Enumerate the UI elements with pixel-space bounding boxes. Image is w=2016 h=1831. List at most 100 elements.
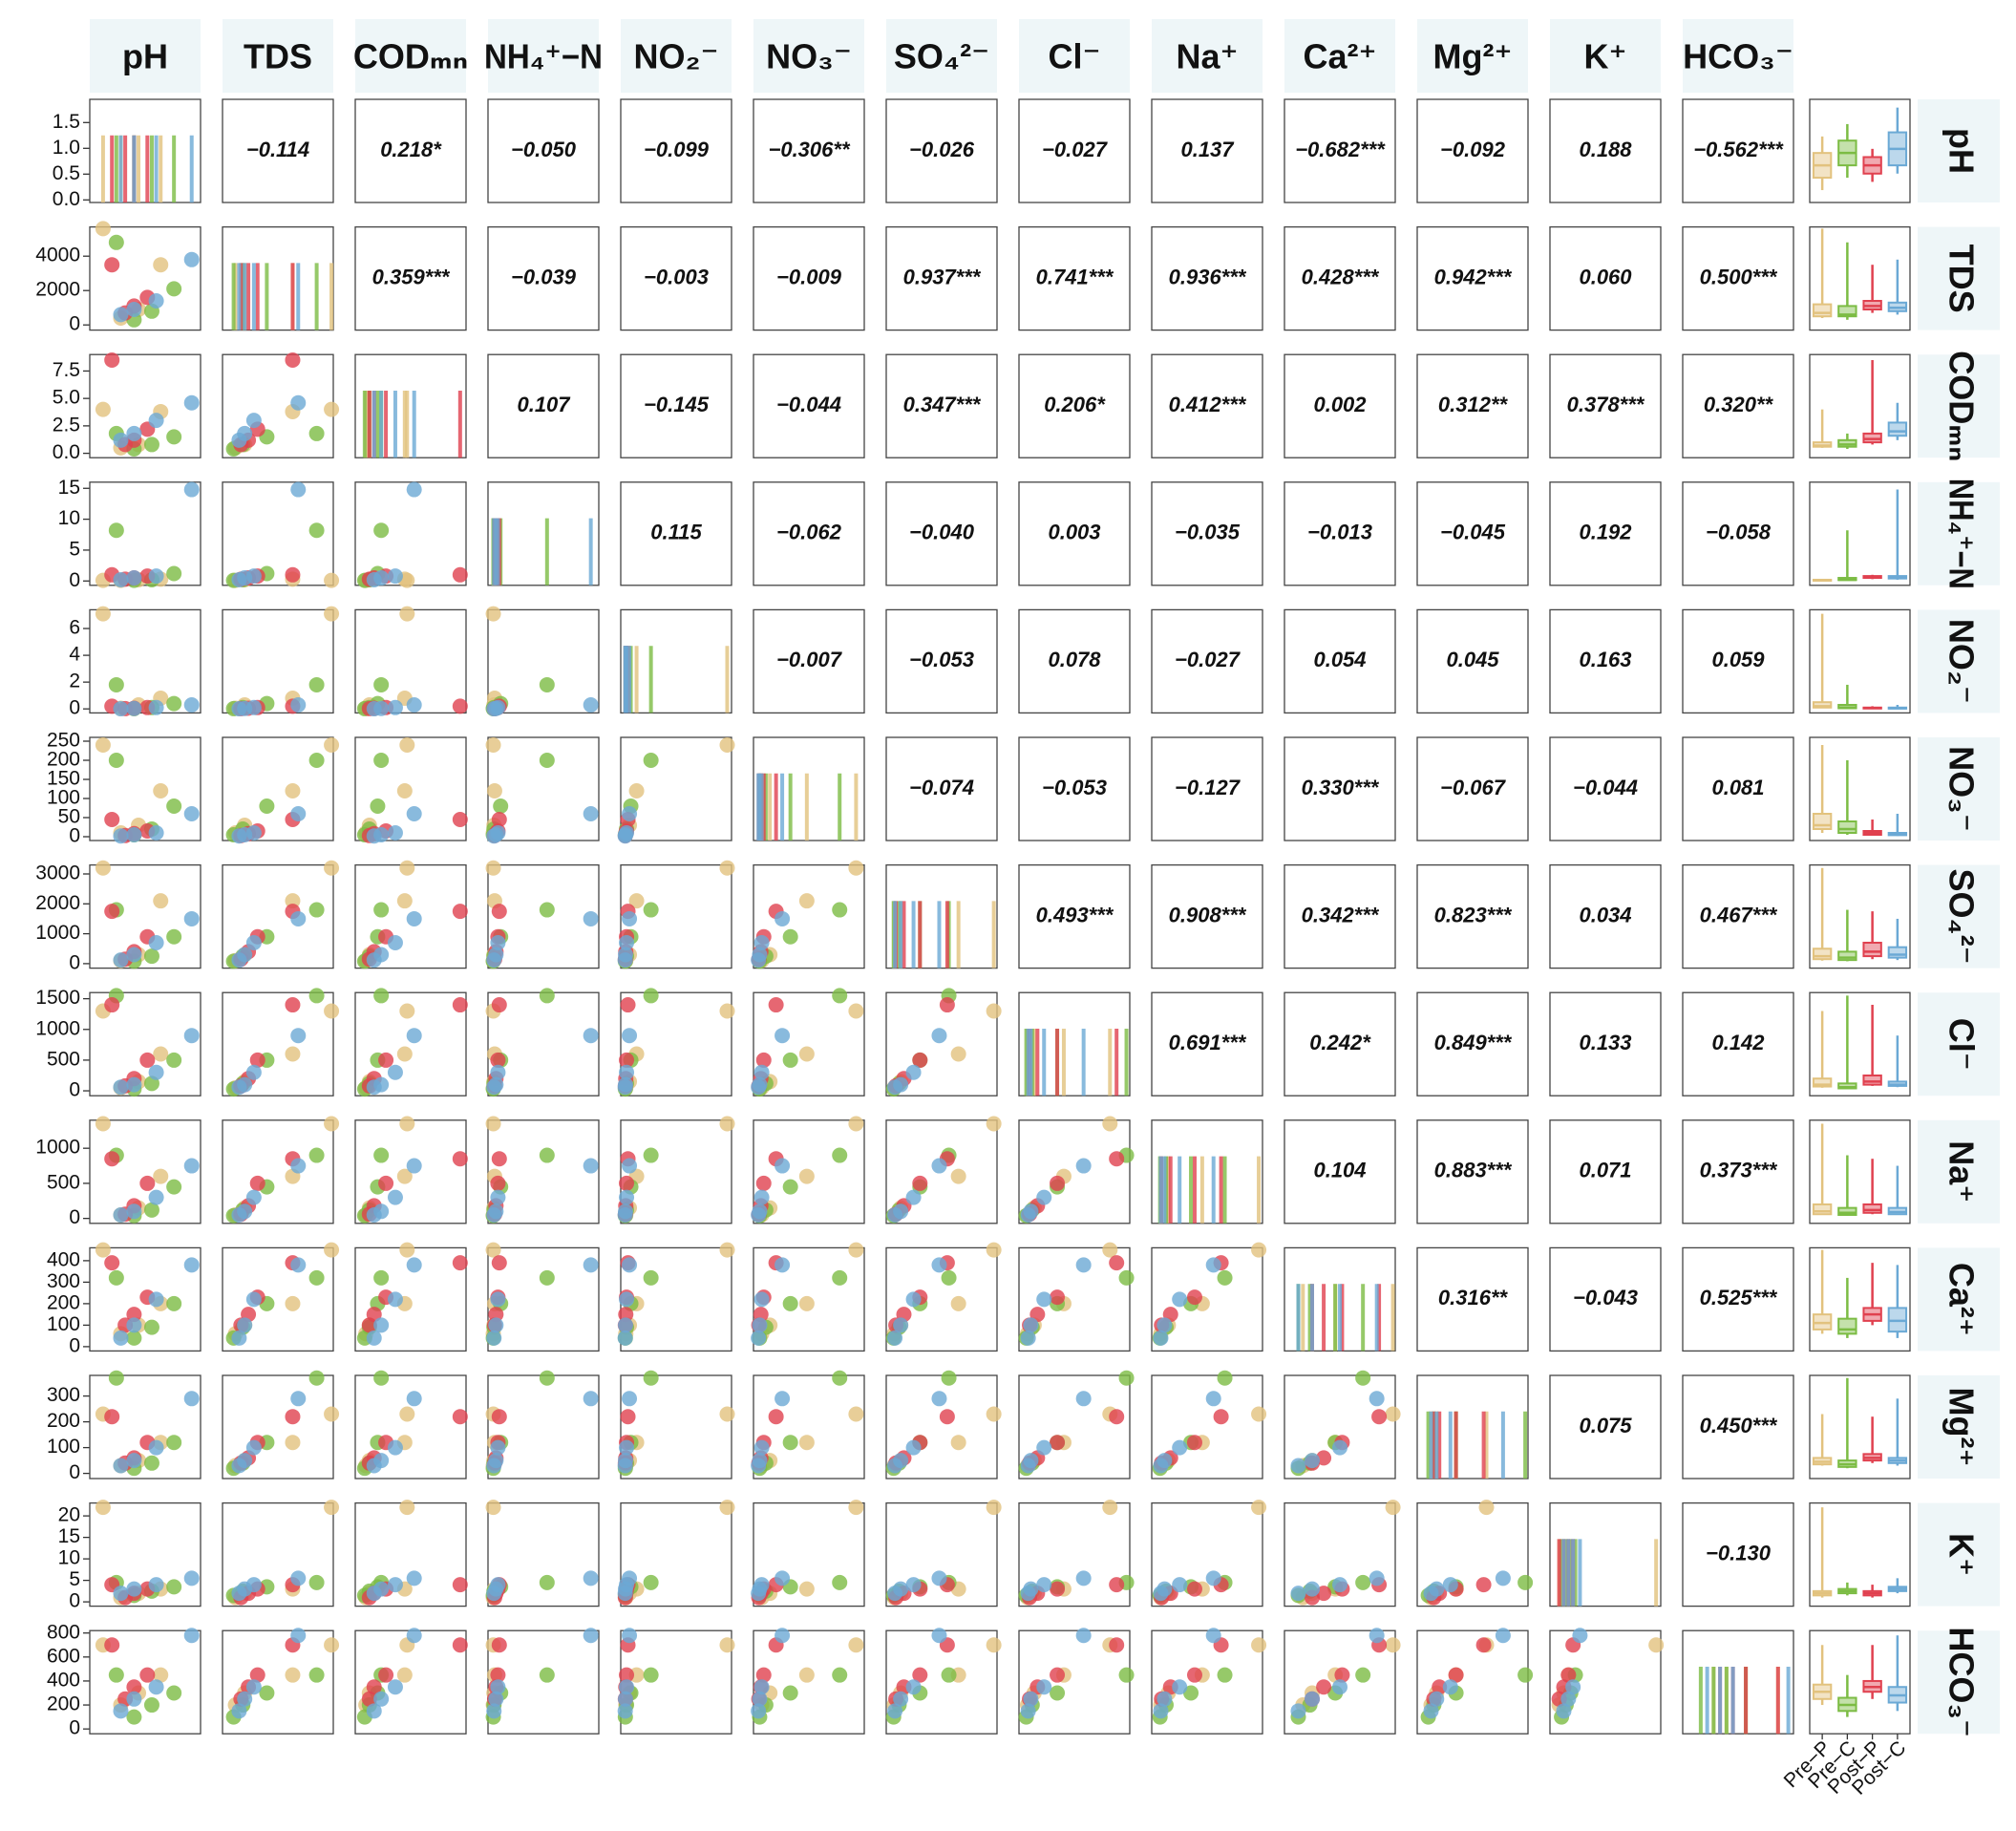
scatter-point: [832, 1667, 848, 1683]
scatter-point: [485, 606, 501, 622]
box: [1837, 1206, 1857, 1216]
scatter-point: [490, 699, 506, 715]
scatter-point: [491, 1255, 507, 1271]
scatter-point: [893, 1581, 909, 1597]
scatter-point: [113, 1458, 129, 1474]
correlation-label: −0.007: [776, 648, 843, 671]
scatter-point: [373, 1147, 390, 1163]
scatter-point: [113, 307, 129, 323]
correlation-label: 0.218*: [380, 138, 442, 161]
scatter-point: [387, 1577, 403, 1593]
scatter-point: [1448, 1667, 1464, 1683]
scatter-point: [1217, 1370, 1233, 1386]
panel-frame: [1549, 863, 1662, 969]
panel-frame: [1151, 353, 1263, 458]
scatter-point: [798, 1581, 815, 1597]
scatter-point: [1332, 1679, 1348, 1695]
scatter-point: [126, 570, 142, 586]
scatter-point: [104, 1151, 120, 1167]
box-panel-frame: [1809, 353, 1911, 458]
scatter-point: [452, 1409, 468, 1425]
scatter-point: [539, 1269, 555, 1286]
y-tick-label: 20: [58, 1504, 80, 1526]
scatter-point: [153, 257, 169, 273]
scatter-point: [583, 910, 599, 926]
scatter-point: [1305, 1581, 1320, 1597]
y-tick-label: 2.5: [53, 414, 80, 436]
scatter-point: [387, 1679, 403, 1695]
correlation-label: −0.306**: [768, 138, 850, 161]
correlation-label: 0.347***: [903, 393, 982, 416]
scatter-point: [617, 1691, 633, 1707]
row-label-bg: [1918, 1119, 2000, 1224]
scatter-point: [373, 1453, 390, 1469]
scatter-point: [490, 1189, 506, 1205]
panel-frame: [620, 991, 732, 1096]
scatter-point: [183, 1257, 200, 1273]
scatter-point: [1205, 1391, 1221, 1407]
row-label-bg: [1918, 864, 2000, 969]
row-label: HCO₃⁻: [1942, 1627, 1981, 1737]
scatter-point: [308, 1667, 325, 1683]
correlation-label: 0.312**: [1438, 393, 1509, 416]
column-header: TDS: [244, 37, 312, 76]
scatter-point: [104, 1409, 120, 1425]
column-header-bg: [90, 19, 201, 93]
scatter-point: [166, 429, 182, 445]
scatter-point: [848, 1116, 864, 1132]
correlation-label: 0.142: [1711, 1031, 1765, 1054]
y-tick-label: 2: [69, 671, 80, 692]
scatter-point: [539, 988, 555, 1004]
scatter-point: [931, 1158, 947, 1174]
panel-frame: [1549, 1119, 1662, 1224]
scatter-point: [893, 1453, 909, 1469]
scatter-point: [931, 1028, 947, 1044]
y-tick-label: 0.0: [53, 441, 80, 463]
correlation-label: 0.242*: [1309, 1031, 1371, 1054]
scatter-point: [622, 1391, 638, 1407]
column-header-bg: [1683, 19, 1793, 93]
scatter-point: [126, 1076, 142, 1093]
scatter-point: [373, 1076, 390, 1093]
scatter-point: [490, 1679, 506, 1695]
panel-frame: [1682, 1119, 1794, 1224]
panel-frame: [620, 225, 732, 331]
scatter-point: [148, 293, 164, 309]
scatter-point: [619, 1175, 635, 1191]
scatter-point: [290, 806, 307, 821]
scatter-point: [798, 1168, 815, 1184]
scatter-point: [753, 934, 770, 950]
scatter-point: [290, 1628, 307, 1644]
panel-frame: [487, 1374, 600, 1480]
correlation-label: 0.075: [1579, 1414, 1632, 1437]
scatter-point: [941, 1370, 957, 1386]
row-label: CODₘₙ: [1942, 351, 1981, 461]
scatter-point: [231, 1703, 247, 1719]
scatter-point: [1290, 1586, 1306, 1602]
scatter-point: [373, 1317, 390, 1333]
scatter-point: [148, 1679, 164, 1695]
panel-frame: [1151, 863, 1263, 969]
y-tick-label: 0: [69, 569, 80, 591]
panel-frame: [885, 98, 998, 203]
scatter-point: [308, 1370, 325, 1386]
correlation-label: 0.467***: [1700, 903, 1778, 926]
scatter-point: [832, 1269, 848, 1286]
scatter-point: [324, 1242, 340, 1258]
scatter-point: [245, 1291, 262, 1308]
scatter-point: [1186, 1667, 1202, 1683]
scatter-point: [285, 1435, 301, 1451]
scatter-point: [148, 825, 164, 841]
scatter-point: [1572, 1628, 1588, 1644]
scatter-point: [290, 1257, 307, 1273]
scatter-point: [148, 1064, 164, 1080]
scatter-point: [1118, 1370, 1135, 1386]
scatter-point: [396, 1667, 413, 1683]
scatter-point: [108, 522, 124, 539]
y-tick-label: 1000: [35, 922, 80, 944]
panel-frame: [1284, 481, 1396, 586]
scatter-point: [285, 351, 301, 368]
scatter-point: [166, 1295, 182, 1311]
scatter-point: [308, 425, 325, 441]
scatter-point: [1050, 1435, 1066, 1451]
